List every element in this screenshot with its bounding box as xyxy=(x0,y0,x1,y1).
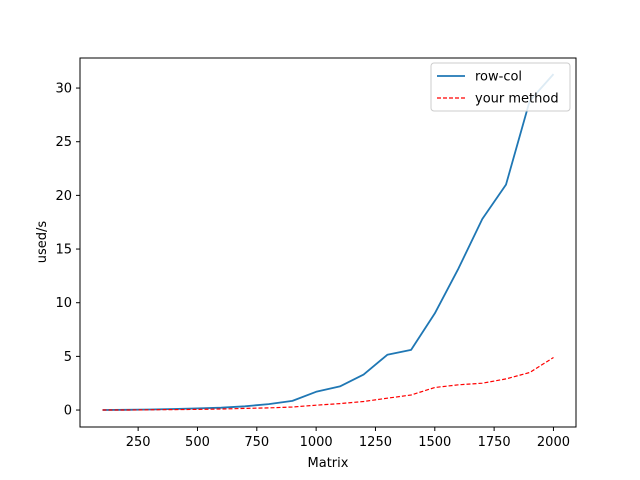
y-tick-label: 10 xyxy=(55,296,72,311)
series-layer xyxy=(102,73,555,411)
y-tick-label: 20 xyxy=(55,189,72,204)
y-tick-label: 30 xyxy=(55,82,72,97)
x-axis-ticks: 250 500 750 1000 1250 1500 1750 2000 xyxy=(126,427,570,450)
series-line-2 xyxy=(102,356,554,411)
x-tick-label: 1250 xyxy=(359,435,392,450)
x-tick-label: 1000 xyxy=(300,435,333,450)
y-tick-label: 15 xyxy=(55,243,72,258)
plot-background xyxy=(80,58,576,427)
y-tick-label: 5 xyxy=(64,350,72,365)
x-tick-label: 1750 xyxy=(478,435,511,450)
x-tick-label: 750 xyxy=(244,435,269,450)
x-tick-label: 1500 xyxy=(418,435,451,450)
series-line-1 xyxy=(102,73,555,411)
legend-label-2: your method xyxy=(475,92,559,107)
x-tick-label: 250 xyxy=(126,435,151,450)
x-axis-label: Matrix xyxy=(308,456,349,471)
y-axis-label: used/s xyxy=(35,221,50,264)
legend-box xyxy=(430,62,571,112)
y-axis-ticks: 0 5 10 15 20 25 30 xyxy=(55,82,80,419)
y-tick-label: 0 xyxy=(64,404,72,419)
x-tick-label: 500 xyxy=(185,435,210,450)
y-tick-label: 25 xyxy=(55,135,72,150)
legend: row-col your method xyxy=(430,62,571,112)
x-tick-label: 2000 xyxy=(537,435,570,450)
plot-frame xyxy=(79,57,577,428)
legend-label-1: row-col xyxy=(475,70,522,85)
